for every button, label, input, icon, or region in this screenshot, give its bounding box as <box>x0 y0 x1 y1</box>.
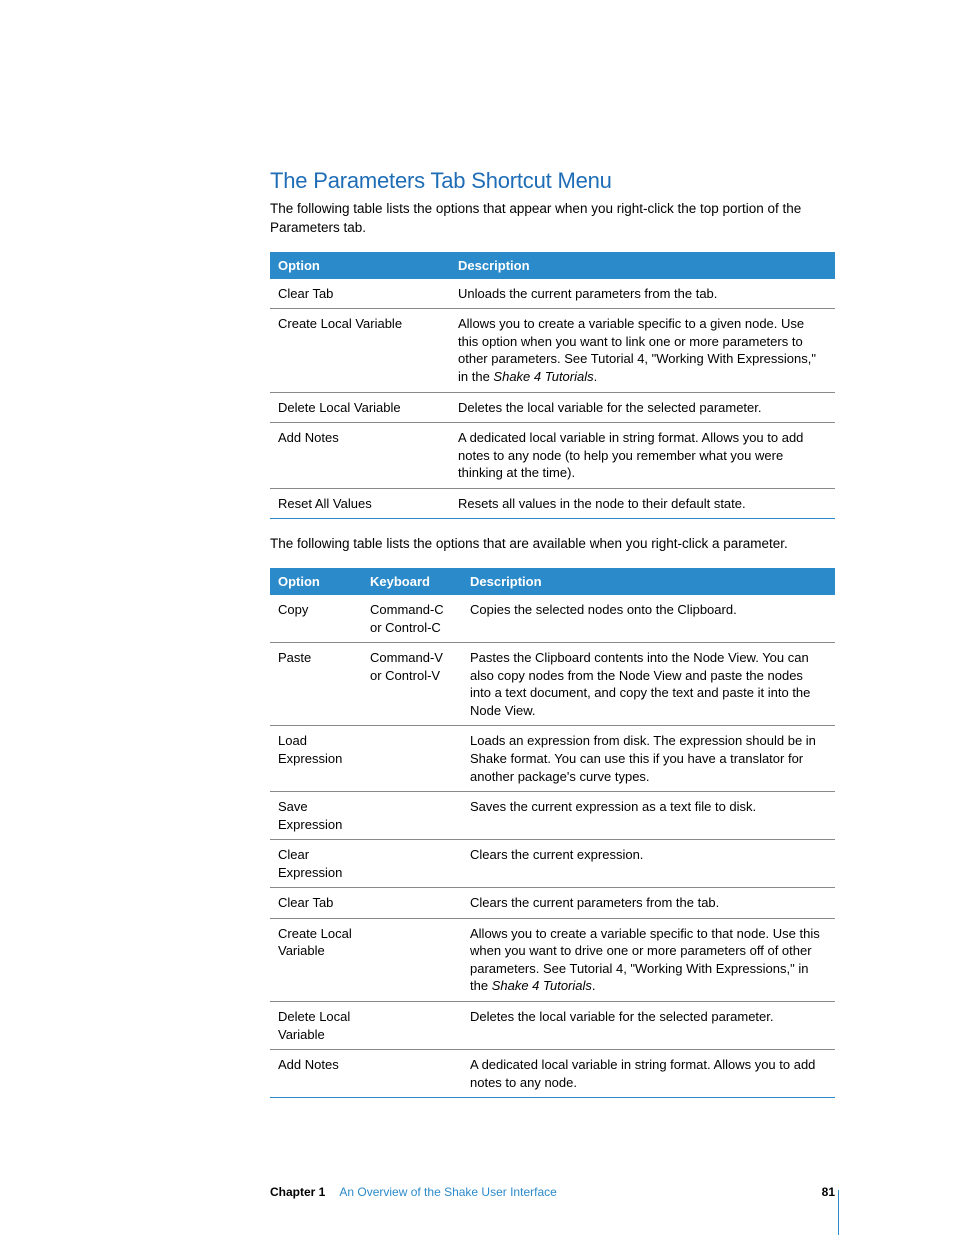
cell-keyboard <box>362 792 462 840</box>
cell-description: Unloads the current parameters from the … <box>450 278 835 309</box>
table-row: Reset All ValuesResets all values in the… <box>270 488 835 519</box>
cell-option: Load Expression <box>270 726 362 792</box>
cell-description: Resets all values in the node to their d… <box>450 488 835 519</box>
side-rule <box>838 1190 839 1235</box>
cell-description: Loads an expression from disk. The expre… <box>462 726 835 792</box>
page-footer: Chapter 1 An Overview of the Shake User … <box>270 1185 835 1199</box>
cell-description: Clears the current parameters from the t… <box>462 888 835 919</box>
cell-description: Deletes the local variable for the selec… <box>462 1001 835 1049</box>
footer-left: Chapter 1 An Overview of the Shake User … <box>270 1185 557 1199</box>
page-content: The Parameters Tab Shortcut Menu The fol… <box>270 168 835 1114</box>
cell-keyboard <box>362 918 462 1001</box>
cell-description: Allows you to create a variable specific… <box>450 309 835 392</box>
table-row: CopyCommand-C or Control-CCopies the sel… <box>270 595 835 643</box>
cell-description: Deletes the local variable for the selec… <box>450 392 835 423</box>
cell-description: A dedicated local variable in string for… <box>450 423 835 489</box>
footer-page-number: 81 <box>822 1185 835 1199</box>
col-option: Option <box>270 569 362 595</box>
intro-paragraph-1: The following table lists the options th… <box>270 200 835 238</box>
table-header-row: Option Description <box>270 252 835 278</box>
cell-option: Clear Expression <box>270 840 362 888</box>
cell-option: Delete Local Variable <box>270 392 450 423</box>
table-row: Clear Tab Clears the current parameters f… <box>270 888 835 919</box>
table-header-row: Option Keyboard Description <box>270 569 835 595</box>
parameter-menu-table: Option Keyboard Description CopyCommand-… <box>270 568 835 1098</box>
footer-chapter: Chapter 1 <box>270 1185 325 1199</box>
section-heading: The Parameters Tab Shortcut Menu <box>270 168 835 194</box>
cell-keyboard <box>362 1050 462 1098</box>
col-keyboard: Keyboard <box>362 569 462 595</box>
cell-description: Pastes the Clipboard contents into the N… <box>462 643 835 726</box>
cell-option: Copy <box>270 595 362 643</box>
table-row: Delete Local Variable Deletes the local v… <box>270 1001 835 1049</box>
cell-keyboard: Command-C or Control-C <box>362 595 462 643</box>
cell-option: Save Expression <box>270 792 362 840</box>
cell-description: Clears the current expression. <box>462 840 835 888</box>
cell-option: Clear Tab <box>270 278 450 309</box>
cell-keyboard: Command-V or Control-V <box>362 643 462 726</box>
cell-option: Create Local Variable <box>270 309 450 392</box>
intro-paragraph-2: The following table lists the options th… <box>270 535 835 554</box>
table-row: Delete Local VariableDeletes the local v… <box>270 392 835 423</box>
cell-option: Paste <box>270 643 362 726</box>
italic-reference: Shake 4 Tutorials <box>493 369 593 384</box>
cell-option: Add Notes <box>270 1050 362 1098</box>
table-row: Clear TabUnloads the current parameters … <box>270 278 835 309</box>
cell-description: Allows you to create a variable specific… <box>462 918 835 1001</box>
cell-keyboard <box>362 888 462 919</box>
cell-option: Reset All Values <box>270 488 450 519</box>
table-row: Create Local VariableAllows you to creat… <box>270 309 835 392</box>
cell-description: A dedicated local variable in string for… <box>462 1050 835 1098</box>
table-row: Save Expression Saves the current express… <box>270 792 835 840</box>
shortcut-menu-table: Option Description Clear TabUnloads the … <box>270 252 835 519</box>
table-row: Add NotesA dedicated local variable in s… <box>270 423 835 489</box>
cell-keyboard <box>362 840 462 888</box>
cell-keyboard <box>362 1001 462 1049</box>
table-row: Create Local Variable Allows you to creat… <box>270 918 835 1001</box>
table-row: Add Notes A dedicated local variable in s… <box>270 1050 835 1098</box>
table-row: Load Expression Loads an expression from … <box>270 726 835 792</box>
table-row: Clear Expression Clears the current expre… <box>270 840 835 888</box>
cell-keyboard <box>362 726 462 792</box>
cell-option: Delete Local Variable <box>270 1001 362 1049</box>
cell-description: Saves the current expression as a text f… <box>462 792 835 840</box>
cell-description: Copies the selected nodes onto the Clipb… <box>462 595 835 643</box>
table-row: PasteCommand-V or Control-VPastes the Cl… <box>270 643 835 726</box>
col-option: Option <box>270 252 450 278</box>
italic-reference: Shake 4 Tutorials <box>492 978 592 993</box>
col-description: Description <box>450 252 835 278</box>
cell-option: Add Notes <box>270 423 450 489</box>
cell-option: Create Local Variable <box>270 918 362 1001</box>
cell-option: Clear Tab <box>270 888 362 919</box>
col-description: Description <box>462 569 835 595</box>
footer-title: An Overview of the Shake User Interface <box>339 1185 556 1199</box>
